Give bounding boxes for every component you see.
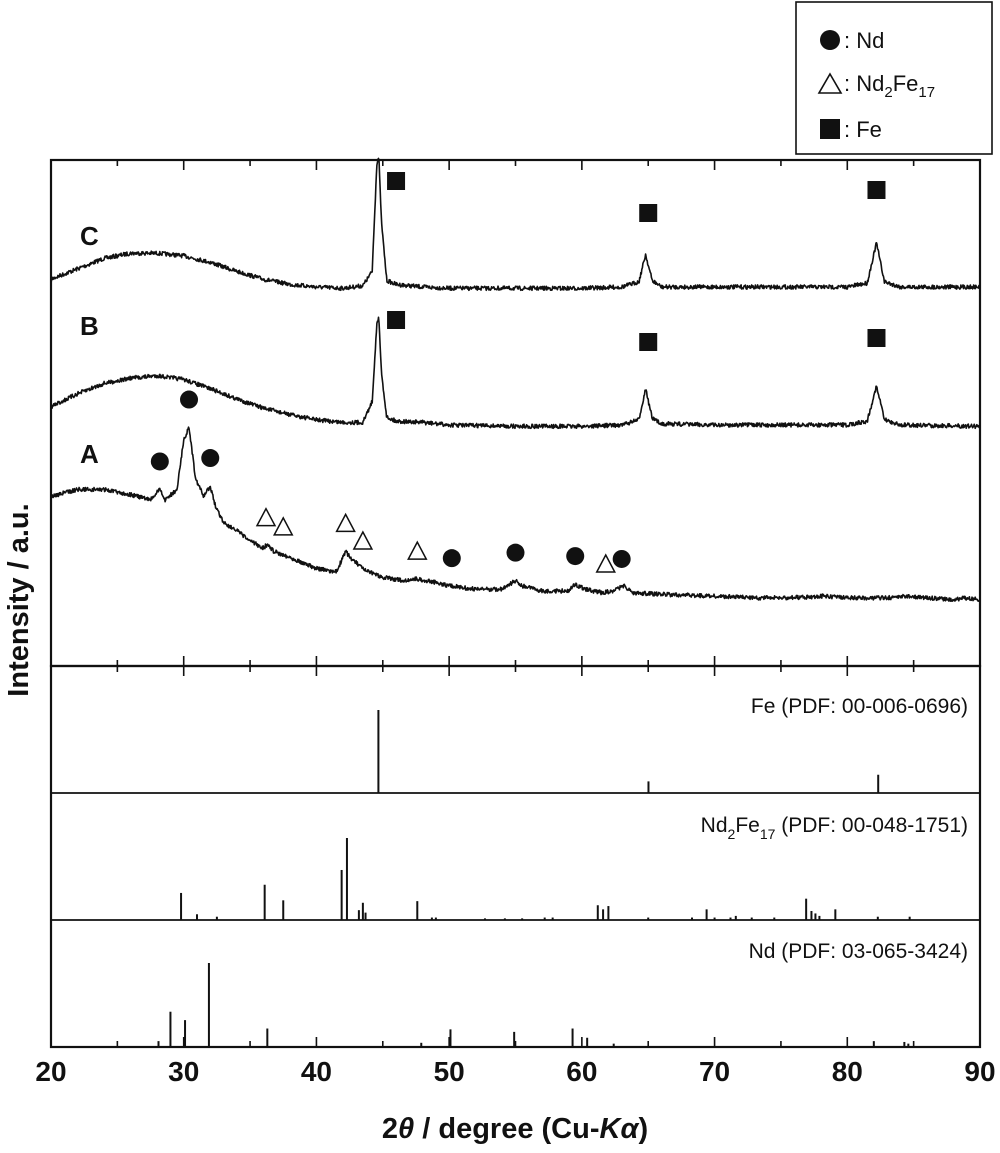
fe-peak-marker <box>639 333 658 351</box>
fe-peak-marker <box>867 329 886 347</box>
curve-label-a: A <box>80 439 99 469</box>
x-tick-label-20: 20 <box>35 1056 66 1087</box>
y-axis-title: Intensity / a.u. <box>3 503 35 696</box>
nd2fe17-peak-marker <box>273 516 294 536</box>
x-tick-label-80: 80 <box>832 1056 863 1087</box>
legend: : Nd : Nd2Fe17 : Fe <box>795 1 993 155</box>
fe-peak-marker <box>639 204 658 222</box>
reference-label-fe: Fe (PDF: 00-006-0696) <box>751 695 968 718</box>
nd-peak-marker <box>612 549 631 568</box>
nd2fe17-peak-marker <box>407 540 428 560</box>
x-tick-label-30: 30 <box>168 1056 199 1087</box>
nd-peak-marker <box>150 452 169 471</box>
x-tick-label-40: 40 <box>301 1056 332 1087</box>
reference-label-nd: Nd (PDF: 03-065-3424) <box>749 940 968 963</box>
legend-square-marker <box>820 119 840 139</box>
peak-markers <box>150 172 886 573</box>
pattern-curve-c <box>50 157 981 292</box>
pattern-curve-a <box>50 426 981 602</box>
reference-stick-patterns <box>157 710 911 1047</box>
pattern-curves <box>50 157 981 602</box>
legend-label-fe: : Fe <box>844 117 882 142</box>
curve-label-c: C <box>80 221 99 251</box>
x-axis-title: 2θ / degree (Cu-Kα) <box>382 1113 648 1145</box>
nd2fe17-peak-marker <box>335 512 356 533</box>
fe-peak-marker <box>387 172 406 190</box>
x-tick-label-60: 60 <box>566 1056 597 1087</box>
nd-peak-marker <box>506 543 525 562</box>
nd-peak-marker <box>442 549 461 568</box>
fe-peak-marker <box>387 311 406 329</box>
reference-plot-frame <box>49 664 982 1049</box>
legend-triangle-marker <box>817 72 843 94</box>
nd2fe17-peak-marker <box>255 507 277 527</box>
x-tick-label-90: 90 <box>964 1056 995 1087</box>
nd2fe17-peak-marker <box>352 530 374 550</box>
nd-peak-marker <box>566 547 585 566</box>
pattern-curve-b <box>50 316 981 430</box>
main-plot-frame <box>49 158 982 668</box>
x-axis-ticks: 20 30 40 50 60 70 80 90 <box>35 160 996 1087</box>
legend-label-nd2fe17: : Nd2Fe17 <box>844 71 935 101</box>
x-tick-label-50: 50 <box>434 1056 465 1087</box>
nd-peak-marker <box>180 390 199 409</box>
curve-label-b: B <box>80 311 99 341</box>
reference-label-nd2fe17: Nd2Fe17 (PDF: 00-048-1751) <box>701 814 968 842</box>
legend-circle-marker <box>820 30 840 50</box>
legend-label-nd: : Nd <box>844 28 884 53</box>
x-tick-label-70: 70 <box>699 1056 730 1087</box>
nd-peak-marker <box>201 449 220 468</box>
fe-peak-marker <box>867 181 886 199</box>
nd2fe17-peak-marker <box>595 553 616 573</box>
